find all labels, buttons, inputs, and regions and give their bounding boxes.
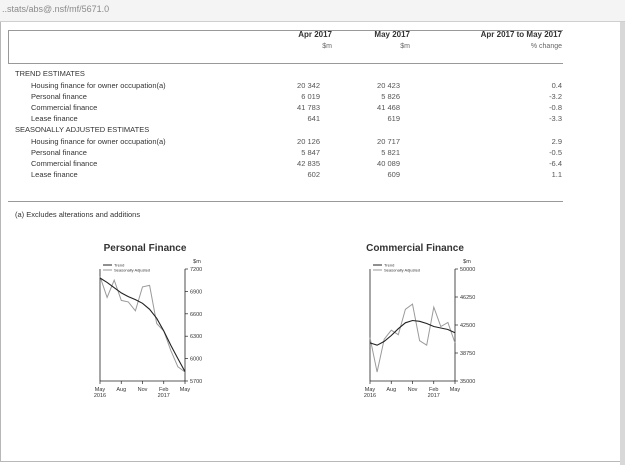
series-line-seasonally-adjusted (369, 303, 456, 373)
row-label: Commercial finance (31, 159, 98, 168)
table-row: Housing finance for owner occupation(a) … (0, 137, 600, 148)
column-header-may-2017: May 2017 (374, 30, 410, 39)
x-tick-year-label: 2017 (428, 393, 440, 399)
series-line-trend (369, 319, 456, 346)
table-row: Personal finance 5 847 5 821 -0.5 (0, 148, 600, 159)
row-value-may: 5 821 (381, 148, 400, 157)
column-unit-may-2017: $m (400, 43, 410, 50)
row-value-apr: 42 835 (297, 159, 320, 168)
table-row: Housing finance for owner occupation(a) … (0, 81, 600, 92)
row-label: Lease finance (31, 114, 78, 123)
row-value-apr: 20 342 (297, 81, 320, 90)
row-value-may: 609 (387, 170, 400, 179)
row-label: Lease finance (31, 170, 78, 179)
row-label: Personal finance (31, 92, 87, 101)
chart-title: Commercial Finance (366, 243, 464, 254)
row-value-may: 41 468 (377, 103, 400, 112)
column-header-apr-2017: Apr 2017 (298, 30, 332, 39)
section-title-seasonally-adjusted: SEASONALLY ADJUSTED ESTIMATES (15, 125, 150, 134)
row-value-apr: 641 (307, 114, 320, 123)
y-tick-label: 50000 (460, 267, 475, 273)
row-value-may: 20 717 (377, 137, 400, 146)
x-tick-label: Feb (429, 387, 438, 393)
x-tick-year-label: 2017 (158, 393, 170, 399)
y-axis-unit: $m (193, 259, 201, 265)
y-tick-label: 5700 (190, 379, 202, 385)
y-tick-label: 7200 (190, 267, 202, 273)
column-header-change: Apr 2017 to May 2017 (480, 30, 562, 39)
row-value-change: 1.1 (551, 170, 562, 179)
personal-finance-chart: Personal Finance $m 7200 6900 6600 6300 6000 57… (94, 243, 202, 399)
y-tick-label: 6900 (190, 289, 202, 295)
row-value-change: -0.5 (549, 148, 562, 157)
y-axis-unit: $m (463, 259, 471, 265)
y-tick-label: 6000 (190, 357, 202, 363)
row-value-change: -0.8 (549, 103, 562, 112)
x-tick-label: Nov (138, 387, 148, 393)
x-tick-label: Feb (159, 387, 168, 393)
y-tick-label: 6300 (190, 334, 202, 340)
content-frame (0, 22, 621, 462)
section-title-trend: TREND ESTIMATES (15, 69, 85, 78)
row-label: Personal finance (31, 148, 87, 157)
y-tick-label: 42500 (460, 323, 475, 329)
address-bar[interactable]: ..stats/abs@.nsf/mf/5671.0 (0, 0, 625, 22)
row-value-apr: 602 (307, 170, 320, 179)
chart-title: Personal Finance (104, 243, 187, 254)
column-unit-change: % change (530, 43, 562, 50)
row-label: Commercial finance (31, 103, 98, 112)
row-value-may: 619 (387, 114, 400, 123)
row-value-change: -3.2 (549, 92, 562, 101)
row-value-apr: 41 783 (297, 103, 320, 112)
x-tick-year-label: 2016 (94, 393, 106, 399)
x-tick-label: Aug (116, 387, 126, 393)
row-value-apr: 20 126 (297, 137, 320, 146)
series-line-trend (99, 277, 186, 372)
x-tick-label: Aug (386, 387, 396, 393)
x-tick-label: May (95, 387, 106, 393)
table-row: Commercial finance 42 835 40 089 -6.4 (0, 159, 600, 170)
y-tick-label: 6600 (190, 312, 202, 318)
row-value-change: -3.3 (549, 114, 562, 123)
table-row: Lease finance 602 609 1.1 (0, 170, 600, 181)
row-value-may: 40 089 (377, 159, 400, 168)
x-tick-label: May (365, 387, 376, 393)
legend-label-trend: Trend (384, 263, 394, 268)
table-row: Lease finance 641 619 -3.3 (0, 114, 600, 125)
commercial-finance-chart: Commercial Finance $m 50000 46250 42500 38750… (364, 243, 475, 399)
row-value-may: 5 826 (381, 92, 400, 101)
table-row: Commercial finance 41 783 41 468 -0.8 (0, 103, 600, 114)
x-tick-year-label: 2016 (364, 393, 376, 399)
address-url[interactable]: ..stats/abs@.nsf/mf/5671.0 (2, 4, 110, 14)
row-value-change: 2.9 (551, 137, 562, 146)
legend-label-trend: Trend (114, 263, 124, 268)
y-tick-label: 35000 (460, 379, 475, 385)
y-tick-label: 46250 (460, 295, 475, 301)
row-value-apr: 6 019 (301, 92, 320, 101)
legend-label-seasonally-adjusted: Seasonally Adjusted (114, 268, 150, 273)
row-value-change: -6.4 (549, 159, 562, 168)
x-tick-label: May (180, 387, 191, 393)
column-unit-apr-2017: $m (322, 43, 332, 50)
table-header (8, 30, 563, 64)
table-bottom-rule (8, 201, 563, 202)
x-tick-label: May (450, 387, 461, 393)
scrollbar[interactable] (620, 22, 625, 465)
table-row: Personal finance 6 019 5 826 -3.2 (0, 92, 600, 103)
legend-label-seasonally-adjusted: Seasonally Adjusted (384, 268, 420, 273)
row-value-apr: 5 847 (301, 148, 320, 157)
x-tick-label: Nov (408, 387, 418, 393)
row-value-may: 20 423 (377, 81, 400, 90)
row-label: Housing finance for owner occupation(a) (31, 81, 166, 90)
series-line-seasonally-adjusted (99, 276, 186, 373)
table-footnote: (a) Excludes alterations and additions (15, 210, 141, 219)
row-value-change: 0.4 (551, 81, 562, 90)
y-tick-label: 38750 (460, 351, 475, 357)
row-label: Housing finance for owner occupation(a) (31, 137, 166, 146)
